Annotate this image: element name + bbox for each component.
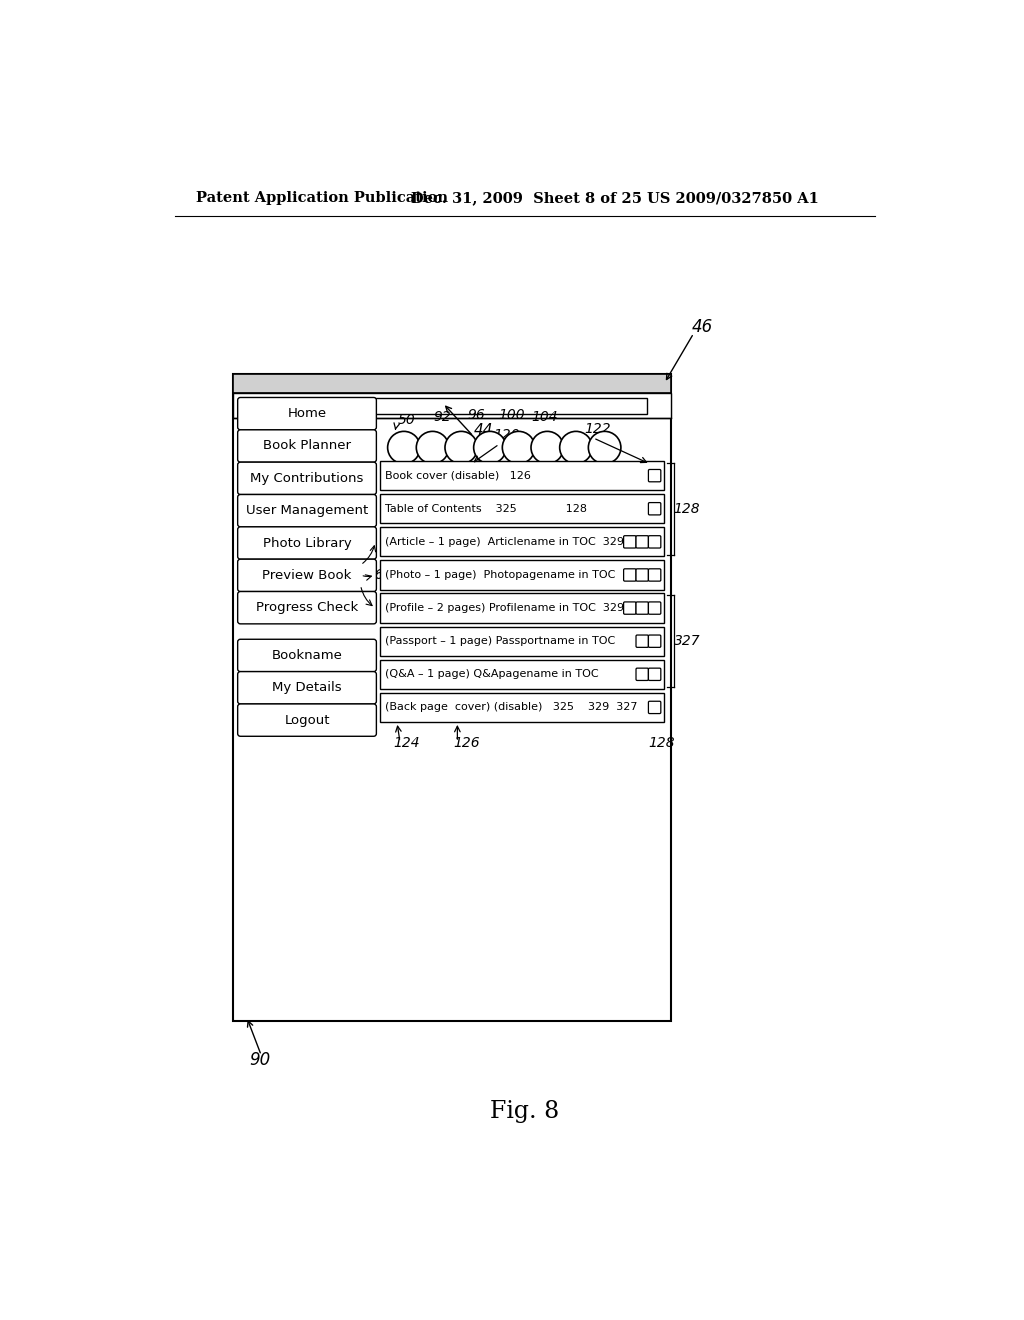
Text: Fig. 8: Fig. 8 bbox=[490, 1100, 559, 1123]
FancyBboxPatch shape bbox=[238, 591, 377, 624]
Bar bbox=[380, 494, 665, 524]
FancyBboxPatch shape bbox=[238, 639, 377, 672]
FancyBboxPatch shape bbox=[648, 668, 660, 681]
Text: (Photo – 1 page)  Photopagename in TOC: (Photo – 1 page) Photopagename in TOC bbox=[385, 570, 615, 579]
FancyBboxPatch shape bbox=[238, 704, 377, 737]
Text: Home: Home bbox=[288, 407, 327, 420]
FancyBboxPatch shape bbox=[636, 569, 648, 581]
FancyBboxPatch shape bbox=[624, 569, 636, 581]
Text: 124: 124 bbox=[394, 735, 421, 750]
FancyBboxPatch shape bbox=[636, 635, 648, 647]
Text: 90: 90 bbox=[250, 1052, 271, 1069]
Bar bbox=[232, 393, 671, 418]
FancyBboxPatch shape bbox=[238, 430, 377, 462]
Text: US 2009/0327850 A1: US 2009/0327850 A1 bbox=[647, 191, 819, 206]
Text: 106: 106 bbox=[520, 463, 547, 478]
Text: 102: 102 bbox=[487, 463, 514, 478]
FancyBboxPatch shape bbox=[624, 602, 636, 614]
Text: 96: 96 bbox=[467, 408, 485, 422]
Text: (Profile – 2 pages) Profilename in TOC  329: (Profile – 2 pages) Profilename in TOC 3… bbox=[385, 603, 625, 612]
Bar bbox=[380, 594, 665, 623]
Text: My Contributions: My Contributions bbox=[250, 471, 364, 484]
Bar bbox=[380, 660, 665, 689]
Text: 92: 92 bbox=[433, 409, 452, 424]
FancyBboxPatch shape bbox=[238, 527, 377, 560]
Text: 327: 327 bbox=[674, 634, 700, 648]
Circle shape bbox=[531, 432, 563, 463]
Text: (Q&A – 1 page) Q&Apagename in TOC: (Q&A – 1 page) Q&Apagename in TOC bbox=[385, 669, 599, 680]
Text: 128: 128 bbox=[674, 502, 700, 516]
Text: 104: 104 bbox=[531, 409, 558, 424]
FancyBboxPatch shape bbox=[636, 536, 648, 548]
FancyBboxPatch shape bbox=[648, 569, 660, 581]
Text: Table of Contents    325              128: Table of Contents 325 128 bbox=[385, 504, 588, 513]
Text: User Management: User Management bbox=[246, 504, 369, 517]
FancyBboxPatch shape bbox=[648, 602, 660, 614]
Text: 126: 126 bbox=[454, 735, 480, 750]
Bar bbox=[380, 561, 665, 590]
Circle shape bbox=[560, 432, 592, 463]
Text: Dec. 31, 2009  Sheet 8 of 25: Dec. 31, 2009 Sheet 8 of 25 bbox=[411, 191, 642, 206]
Bar bbox=[232, 374, 671, 1020]
Text: My Details: My Details bbox=[272, 681, 342, 694]
Text: Preview Book: Preview Book bbox=[262, 569, 351, 582]
Text: Photo Library: Photo Library bbox=[262, 536, 351, 549]
Text: 94: 94 bbox=[423, 463, 441, 478]
Bar bbox=[380, 527, 665, 557]
FancyBboxPatch shape bbox=[238, 672, 377, 704]
FancyBboxPatch shape bbox=[238, 397, 377, 430]
FancyBboxPatch shape bbox=[238, 495, 377, 527]
FancyBboxPatch shape bbox=[648, 503, 660, 515]
Bar bbox=[232, 374, 671, 393]
FancyBboxPatch shape bbox=[648, 635, 660, 647]
Text: Book Planner: Book Planner bbox=[263, 440, 351, 453]
Bar bbox=[256, 397, 647, 414]
Circle shape bbox=[474, 432, 506, 463]
FancyBboxPatch shape bbox=[648, 470, 660, 482]
Text: 120: 120 bbox=[494, 429, 520, 442]
Text: Bookname: Bookname bbox=[271, 649, 342, 661]
Circle shape bbox=[589, 432, 621, 463]
Text: 100: 100 bbox=[499, 408, 525, 422]
Bar bbox=[380, 693, 665, 722]
Text: (Article – 1 page)  Articlename in TOC  329: (Article – 1 page) Articlename in TOC 32… bbox=[385, 537, 625, 546]
FancyBboxPatch shape bbox=[648, 701, 660, 714]
FancyBboxPatch shape bbox=[636, 602, 648, 614]
Text: 122: 122 bbox=[585, 422, 611, 437]
Text: Book cover (disable)   126: Book cover (disable) 126 bbox=[385, 471, 531, 480]
Circle shape bbox=[417, 432, 449, 463]
FancyBboxPatch shape bbox=[238, 560, 377, 591]
Text: 44: 44 bbox=[473, 422, 493, 438]
Text: Logout: Logout bbox=[285, 714, 330, 726]
Circle shape bbox=[388, 432, 420, 463]
Text: 98: 98 bbox=[457, 463, 474, 478]
FancyBboxPatch shape bbox=[238, 462, 377, 495]
Circle shape bbox=[445, 432, 477, 463]
Text: (Passport – 1 page) Passportname in TOC: (Passport – 1 page) Passportname in TOC bbox=[385, 636, 615, 647]
Text: Progress Check: Progress Check bbox=[256, 601, 358, 614]
Text: 206: 206 bbox=[358, 568, 385, 582]
Text: 46: 46 bbox=[692, 318, 714, 335]
Bar bbox=[380, 627, 665, 656]
FancyBboxPatch shape bbox=[636, 668, 648, 681]
Text: 50: 50 bbox=[397, 413, 416, 428]
Text: 128: 128 bbox=[649, 735, 676, 750]
Bar bbox=[380, 461, 665, 490]
FancyBboxPatch shape bbox=[624, 536, 636, 548]
Text: (Back page  cover) (disable)   325    329  327: (Back page cover) (disable) 325 329 327 bbox=[385, 702, 638, 713]
Circle shape bbox=[503, 432, 535, 463]
FancyBboxPatch shape bbox=[648, 536, 660, 548]
Text: Patent Application Publication: Patent Application Publication bbox=[197, 191, 449, 206]
